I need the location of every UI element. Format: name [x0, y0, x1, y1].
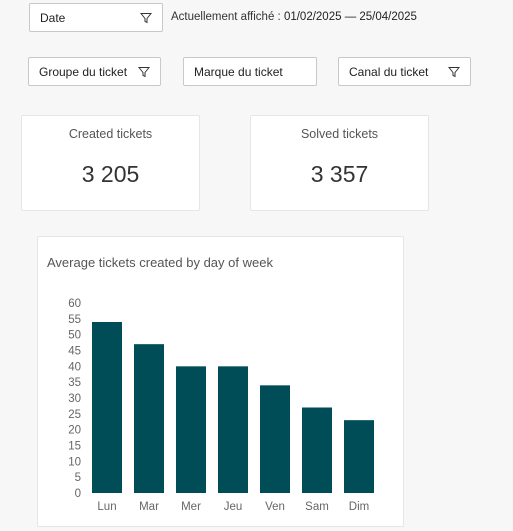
y-tick-label: 15	[68, 441, 81, 453]
x-tick-label: Mer	[181, 501, 201, 513]
current-date-range-value: 01/02/2025 — 25/04/2025	[283, 11, 417, 23]
tickets-by-day-chart-card: Average tickets created by day of week 0…	[37, 236, 404, 527]
y-tick-label: 35	[68, 377, 81, 389]
x-tick-label: Dim	[349, 501, 369, 513]
filter-icon[interactable]	[448, 66, 460, 78]
solved-tickets-card: Solved tickets 3 357	[250, 115, 429, 211]
chart-title: Average tickets created by day of week	[47, 255, 273, 270]
ticket-brand-filter[interactable]: Marque du ticket	[183, 57, 317, 86]
ticket-brand-filter-label: Marque du ticket	[194, 64, 283, 79]
filter-icon[interactable]	[138, 66, 150, 78]
x-tick-label: Mar	[139, 501, 159, 513]
created-tickets-label: Created tickets	[68, 127, 153, 141]
bar-mer[interactable]	[176, 366, 206, 493]
y-tick-label: 5	[75, 472, 81, 484]
y-tick-label: 60	[68, 298, 81, 310]
y-tick-label: 55	[68, 314, 81, 326]
date-filter[interactable]: Date	[29, 3, 163, 32]
bar-dim[interactable]	[344, 420, 374, 493]
bar-lun[interactable]	[92, 322, 122, 493]
current-date-range: Actuellement affiché : 01/02/2025 — 25/0…	[171, 11, 417, 23]
y-tick-label: 50	[68, 330, 81, 342]
solved-tickets-value: 3 357	[310, 161, 369, 187]
y-tick-label: 45	[68, 346, 81, 358]
ticket-group-filter-label: Groupe du ticket	[39, 64, 128, 79]
y-tick-label: 25	[68, 409, 81, 421]
y-tick-label: 30	[68, 393, 81, 405]
ticket-channel-filter[interactable]: Canal du ticket	[338, 57, 471, 86]
bar-ven[interactable]	[260, 385, 290, 493]
current-date-range-prefix: Actuellement affiché :	[171, 11, 284, 23]
filter-icon[interactable]	[140, 12, 152, 24]
y-tick-label: 0	[75, 488, 81, 500]
x-tick-label: Jeu	[224, 501, 243, 513]
date-filter-label: Date	[40, 10, 66, 25]
x-tick-label: Ven	[265, 501, 285, 513]
bar-mar[interactable]	[134, 344, 164, 493]
y-tick-label: 10	[68, 456, 81, 468]
solved-tickets-label: Solved tickets	[300, 127, 379, 141]
ticket-channel-filter-label: Canal du ticket	[349, 64, 429, 79]
created-tickets-card: Created tickets 3 205	[21, 115, 200, 211]
ticket-group-filter[interactable]: Groupe du ticket	[28, 57, 161, 86]
x-tick-label: Sam	[305, 501, 329, 513]
y-tick-label: 40	[68, 361, 81, 373]
created-tickets-value: 3 205	[81, 161, 140, 187]
bar-sam[interactable]	[302, 407, 332, 494]
x-tick-label: Lun	[97, 501, 116, 513]
y-tick-label: 20	[68, 425, 81, 437]
bar-jeu[interactable]	[218, 366, 248, 493]
tickets-by-day-chart: 0 5 10 15 20 25 30 35 40 45 50 55 60 Lun Mar Mer Jeu Ven S…	[68, 298, 374, 513]
